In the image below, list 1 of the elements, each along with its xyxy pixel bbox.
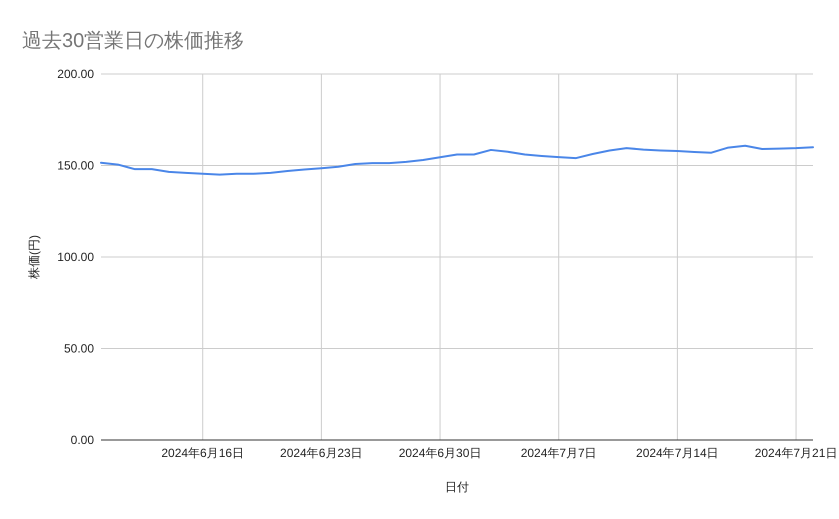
- title: 過去30営業日の株価推移: [22, 30, 244, 52]
